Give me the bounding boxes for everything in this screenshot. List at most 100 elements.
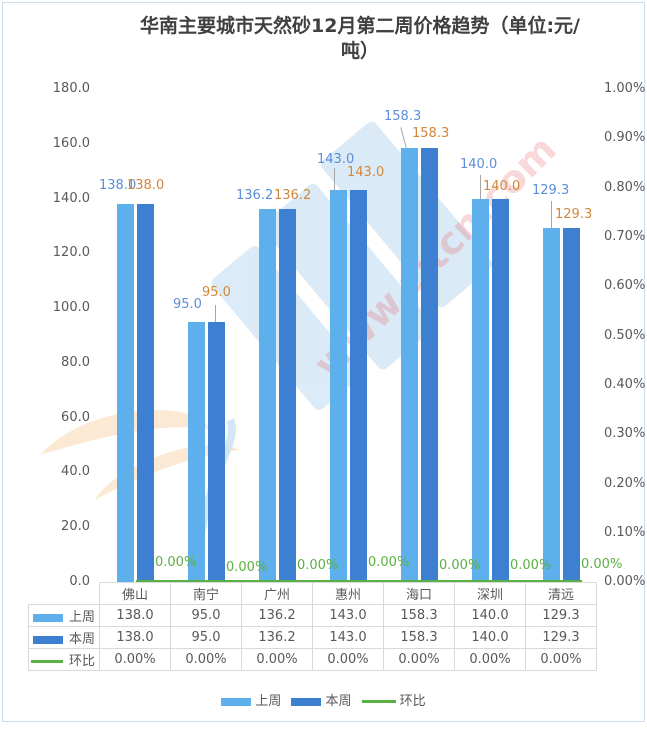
table-header-cell: 南宁 <box>170 582 242 605</box>
table-cell: 0.00% <box>241 648 313 671</box>
legend-item-this-week[interactable]: 本周 <box>291 694 352 709</box>
table-cell: 158.3 <box>383 626 455 649</box>
label-prev-huizhou: 143.0 <box>317 152 355 167</box>
table-cell: 136.2 <box>241 626 313 649</box>
label-this-qingyuan: 129.3 <box>555 207 593 222</box>
bar-prev-week-qingyuan[interactable] <box>543 228 560 582</box>
y2-tick-0.70: 0.70% <box>604 229 646 244</box>
table-cell: 136.2 <box>241 604 313 627</box>
table-header-row: 佛山 南宁 广州 惠州 海口 深圳 清远 <box>28 582 597 605</box>
table-row-label: 本周 <box>28 626 100 649</box>
y2-tick-0.60: 0.60% <box>604 278 646 293</box>
label-mom-huizhou: 0.00% <box>368 555 410 570</box>
table-cell: 0.00% <box>383 648 455 671</box>
table-cell: 0.00% <box>525 648 597 671</box>
y-tick-180: 180.0 <box>52 81 90 96</box>
label-mom-qingyuan: 0.00% <box>581 557 623 572</box>
table-header-cell: 海口 <box>383 582 455 605</box>
y2-tick-1.00: 1.00% <box>604 81 646 96</box>
table-cell: 140.0 <box>454 626 526 649</box>
legend-item-prev-week[interactable]: 上周 <box>221 694 281 709</box>
leader-line <box>551 201 552 228</box>
y2-tick-0.30: 0.30% <box>604 426 646 441</box>
y-tick-20: 20.0 <box>61 519 90 534</box>
bar-prev-week-huizhou[interactable] <box>330 190 347 582</box>
table-cell: 95.0 <box>170 626 242 649</box>
table-cell: 129.3 <box>525 626 597 649</box>
label-this-guangzhou: 136.2 <box>274 188 312 203</box>
legend-key-prev-week-icon <box>32 613 63 622</box>
label-prev-qingyuan: 129.3 <box>532 183 570 198</box>
legend-swatch-prev-week-icon <box>221 697 252 706</box>
table-row: 本周 138.0 95.0 136.2 143.0 158.3 140.0 12… <box>28 626 597 649</box>
label-mom-haikou: 0.00% <box>439 558 481 573</box>
label-this-nanning: 95.0 <box>202 285 231 300</box>
table-cell: 158.3 <box>383 604 455 627</box>
y-tick-140: 140.0 <box>52 191 90 206</box>
table-row: 环比 0.00% 0.00% 0.00% 0.00% 0.00% 0.00% 0… <box>28 648 597 671</box>
y2-tick-0.50: 0.50% <box>604 328 646 343</box>
legend-label: 本周 <box>325 694 352 709</box>
table-header-cell: 佛山 <box>99 582 171 605</box>
bar-this-week-guangzhou[interactable] <box>279 209 296 582</box>
bar-this-week-haikou[interactable] <box>421 148 438 582</box>
chart-title-line-1: 华南主要城市天然砂12月第二周价格趋势（单位:元/ <box>140 15 580 37</box>
legend-swatch-mom-icon <box>361 700 396 703</box>
y2-tick-0.00: 0.00% <box>604 574 646 589</box>
y-tick-160: 160.0 <box>52 136 90 151</box>
bar-this-week-shenzhen[interactable] <box>492 199 509 582</box>
table-header-cell: 清远 <box>525 582 597 605</box>
label-this-shenzhen: 140.0 <box>483 179 521 194</box>
table-cell: 0.00% <box>99 648 171 671</box>
bar-prev-week-foshan[interactable] <box>117 204 134 582</box>
label-mom-shenzhen: 0.00% <box>510 558 552 573</box>
legend-item-mom[interactable]: 环比 <box>361 694 426 709</box>
label-this-haikou: 158.3 <box>412 126 450 141</box>
table-cell: 143.0 <box>312 626 384 649</box>
bar-prev-week-guangzhou[interactable] <box>259 209 276 582</box>
table-row-label: 上周 <box>28 604 100 627</box>
chart-legend: 上周 本周 环比 <box>0 690 647 709</box>
chart-title-line-2: 吨） <box>340 40 379 62</box>
label-prev-guangzhou: 136.2 <box>236 188 274 203</box>
bar-this-week-qingyuan[interactable] <box>563 228 580 582</box>
y2-tick-0.80: 0.80% <box>604 180 646 195</box>
bar-this-week-huizhou[interactable] <box>350 190 367 582</box>
y2-tick-0.40: 0.40% <box>604 377 646 392</box>
row-label-text: 上周 <box>68 610 95 625</box>
table-cell: 129.3 <box>525 604 597 627</box>
label-this-huizhou: 143.0 <box>347 165 385 180</box>
table-cell: 140.0 <box>454 604 526 627</box>
legend-label: 环比 <box>399 694 426 709</box>
table-cell: 138.0 <box>99 626 171 649</box>
bar-prev-week-shenzhen[interactable] <box>472 199 489 582</box>
table-row: 上周 138.0 95.0 136.2 143.0 158.3 140.0 12… <box>28 604 597 627</box>
bar-prev-week-nanning[interactable] <box>188 322 205 582</box>
leader-line <box>334 168 335 190</box>
line-mom-change[interactable] <box>136 580 582 583</box>
table-cell: 138.0 <box>99 604 171 627</box>
table-cell: 143.0 <box>312 604 384 627</box>
table-corner <box>28 582 100 605</box>
label-prev-haikou: 158.3 <box>384 109 422 124</box>
table-cell: 0.00% <box>312 648 384 671</box>
bar-prev-week-haikou[interactable] <box>401 148 418 582</box>
label-mom-foshan: 0.00% <box>155 555 197 570</box>
table-header-cell: 惠州 <box>312 582 384 605</box>
bar-this-week-nanning[interactable] <box>208 322 225 582</box>
y-tick-120: 120.0 <box>52 245 90 260</box>
legend-key-this-week-icon <box>32 635 63 644</box>
leader-line <box>480 175 481 199</box>
label-this-foshan: 138.0 <box>127 178 165 193</box>
y-tick-80: 80.0 <box>61 355 90 370</box>
row-label-text: 本周 <box>68 632 95 647</box>
table-row-label: 环比 <box>28 648 100 671</box>
table-header-cell: 深圳 <box>454 582 526 605</box>
label-prev-foshan: 138.0 <box>99 178 137 193</box>
legend-swatch-this-week-icon <box>291 697 322 706</box>
y2-tick-0.10: 0.10% <box>604 525 646 540</box>
legend-key-mom-line-icon <box>30 660 63 663</box>
data-table: 佛山 南宁 广州 惠州 海口 深圳 清远 上周 138.0 95.0 136.2… <box>28 582 597 671</box>
bar-this-week-foshan[interactable] <box>137 204 154 582</box>
label-prev-shenzhen: 140.0 <box>460 157 498 172</box>
